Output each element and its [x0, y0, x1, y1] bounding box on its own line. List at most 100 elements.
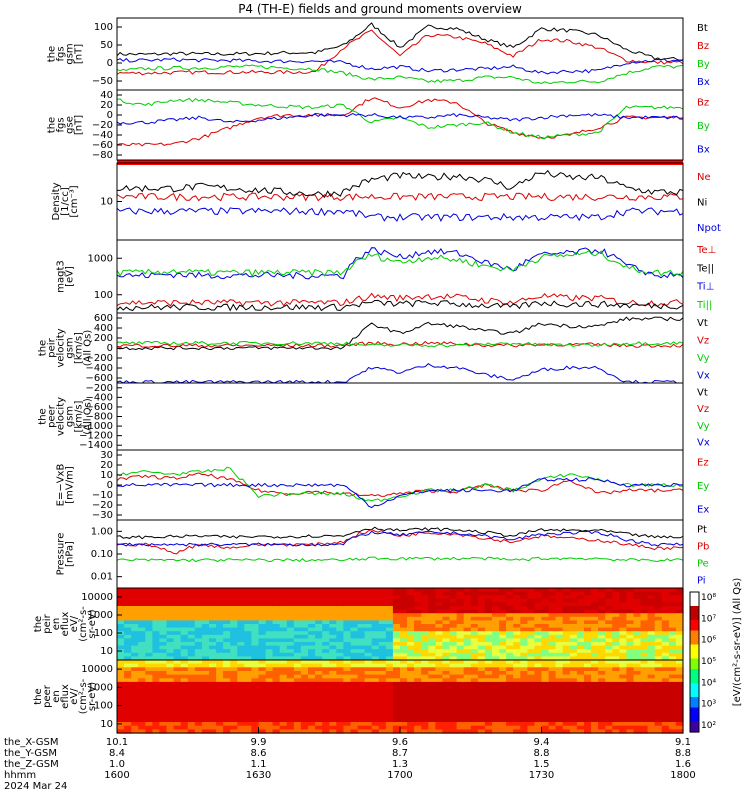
spectrogram-cell [315, 667, 323, 672]
spectrogram-cell [513, 627, 521, 632]
spectrogram-cell [315, 642, 323, 647]
spectrogram-cell [520, 674, 528, 679]
spectrogram-cell [293, 725, 302, 730]
spectrogram-cell [216, 631, 224, 636]
spectrogram-cell [591, 645, 599, 650]
spectrogram-cell [668, 613, 677, 618]
spectrogram-cell [492, 613, 500, 618]
spectrogram-cell [272, 678, 281, 683]
spectrogram-cell [463, 689, 472, 694]
spectrogram-cell [640, 609, 649, 614]
spectrogram-cell [569, 627, 578, 632]
spectrogram-cell [336, 649, 344, 654]
spectrogram-cell [598, 642, 606, 647]
spectrogram-cell [244, 689, 252, 694]
spectrogram-cell [315, 645, 323, 650]
spectrogram-cell [562, 689, 571, 694]
spectrogram-cell [194, 613, 203, 618]
spectrogram-cell [159, 624, 168, 629]
spectrogram-cell [117, 707, 125, 712]
spectrogram-cell [442, 714, 451, 720]
spectrogram-cell [265, 707, 274, 712]
spectrogram-cell [131, 681, 139, 687]
spectrogram-cell [336, 634, 344, 639]
spectrogram-cell [492, 667, 500, 672]
spectrogram-cell [286, 729, 295, 734]
spectrogram-cell [492, 696, 500, 701]
spectrogram-cell [414, 591, 422, 596]
colorbar-swatch [690, 686, 699, 691]
spectrogram-cell [591, 663, 599, 668]
spectrogram-cell [159, 602, 168, 607]
spectrogram-cell [640, 678, 649, 683]
spectrogram-cell [675, 722, 684, 727]
spectrogram-cell [265, 663, 274, 668]
spectrogram-cell [527, 685, 536, 690]
spectrogram-cell [449, 711, 458, 716]
spectrogram-cell [293, 588, 302, 593]
spectrogram-cell [124, 700, 132, 705]
spectrogram-cell [576, 598, 585, 603]
spectrogram-cell [492, 588, 500, 593]
spectrogram-cell [449, 714, 458, 720]
colorbar-swatch [690, 616, 699, 621]
y-tick-label: −20 [92, 120, 113, 131]
spectrogram-cell [584, 652, 592, 657]
spectrogram-cell [357, 725, 366, 730]
spectrogram-cell [421, 663, 429, 668]
spectrogram-cell [279, 627, 288, 632]
spectrogram-cell [216, 627, 224, 632]
spectrogram-cell [223, 689, 231, 694]
spectrogram-cell [336, 703, 344, 709]
spectrogram-cell [251, 624, 260, 629]
spectrogram-cell [562, 711, 571, 716]
spectrogram-cell [209, 692, 217, 698]
spectrogram-cell [562, 613, 571, 618]
spectrogram-cell [591, 714, 599, 720]
spectrogram-cell [371, 667, 380, 672]
spectrogram-cell [378, 714, 387, 720]
spectrogram-cell [201, 696, 210, 701]
spectrogram-cell [322, 722, 330, 727]
spectrogram-cell [534, 660, 543, 665]
spectrogram-cell [541, 645, 550, 650]
spectrogram-cell [456, 613, 465, 618]
spectrogram-cell [534, 711, 543, 716]
spectrogram-cell [626, 696, 635, 701]
spectrogram-cell [371, 588, 380, 593]
spectrogram-cell [569, 718, 578, 723]
spectrogram-cell [173, 631, 182, 636]
spectrogram-cell [371, 660, 380, 665]
spectrogram-cell [492, 624, 500, 629]
spectrogram-cell [223, 722, 231, 727]
spectrogram-cell [300, 606, 309, 611]
spectrogram-cell [548, 616, 557, 621]
spectrogram-cell [449, 692, 458, 698]
spectrogram-cell [598, 696, 606, 701]
spectrogram-cell [612, 609, 620, 614]
spectrogram-cell [463, 667, 472, 672]
y-axis-label-line: E=−VxB [56, 464, 67, 507]
spectrogram-cell [173, 638, 182, 643]
spectrogram-cell [449, 631, 458, 636]
spectrogram-cell [223, 656, 231, 661]
spectrogram-cell [661, 660, 670, 665]
colorbar-swatch [690, 641, 699, 646]
spectrogram-cell [428, 707, 436, 712]
spectrogram-cell [300, 588, 309, 593]
spectrogram-cell [237, 591, 245, 596]
spectrogram-cell [357, 638, 366, 643]
spectrogram-cell [258, 667, 267, 672]
spectrogram-cell [513, 656, 521, 661]
spectrogram-cell [442, 627, 451, 632]
spectrogram-cell [166, 674, 175, 679]
spectrogram-cell [619, 656, 627, 661]
spectrogram-cell [506, 663, 514, 668]
spectrogram-cell [308, 700, 316, 705]
y-axis-label-line: gsm [65, 43, 76, 64]
spectrogram-cell [584, 613, 592, 618]
spectrogram-cell [187, 714, 196, 720]
spectrogram-cell [209, 685, 217, 690]
spectrogram-cell [223, 663, 231, 668]
spectrogram-cell [336, 645, 344, 650]
